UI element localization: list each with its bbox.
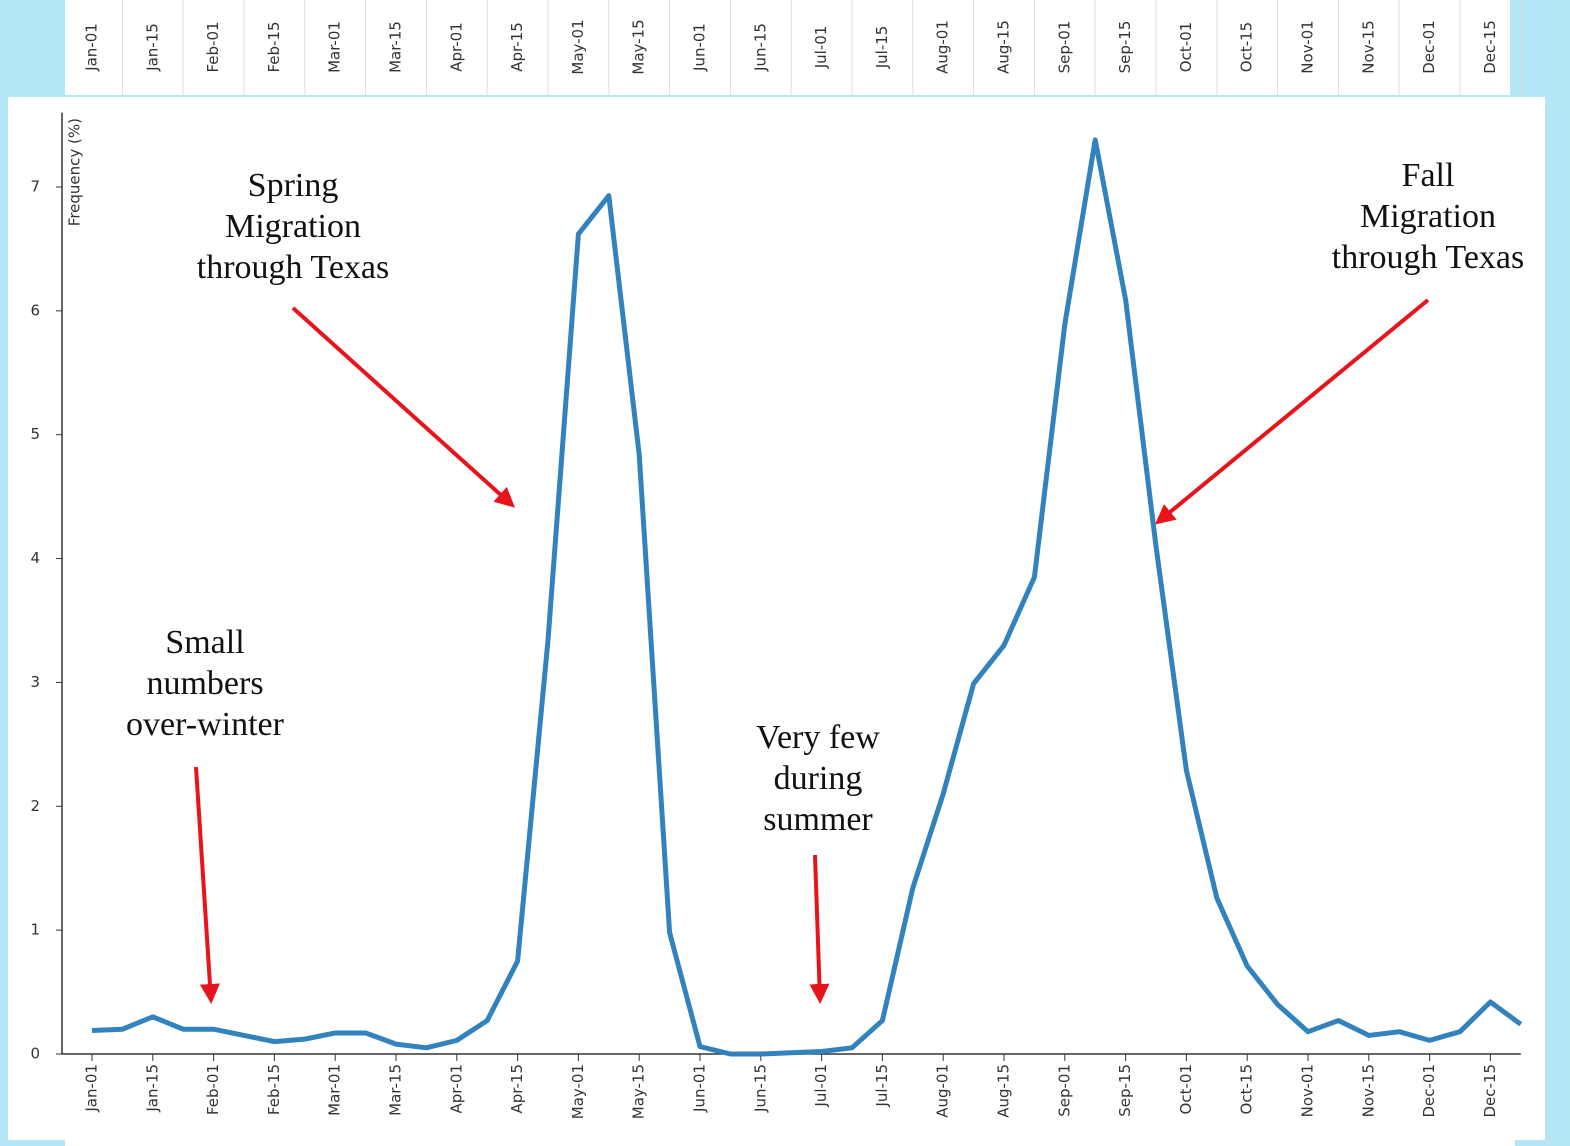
x-tick-label: Aug-15	[995, 1064, 1013, 1118]
y-tick-label: 1	[30, 921, 40, 939]
annotation: during	[774, 760, 863, 797]
bottom-strip	[65, 1100, 1515, 1146]
arrow	[809, 854, 830, 1004]
top-label: Feb-01	[204, 21, 222, 72]
top-label: Jan-15	[143, 23, 161, 72]
y-tick-label: 3	[30, 673, 40, 691]
line	[91, 137, 1523, 1057]
top-label: Feb-15	[265, 21, 283, 72]
top-label: Apr-15	[508, 22, 526, 72]
x-tick-label: May-01	[569, 1064, 587, 1119]
top-label: Jul-01	[812, 26, 830, 70]
x-tick-label: Jun-01	[691, 1064, 709, 1113]
top-label: Sep-15	[1116, 21, 1134, 74]
top-label: Apr-01	[447, 22, 465, 72]
arrow	[194, 766, 220, 1004]
x-tick-label: Apr-01	[447, 1064, 465, 1114]
annotation: Spring	[248, 167, 339, 204]
top-label: Mar-15	[387, 21, 405, 73]
x-tick-label: Oct-01	[1177, 1064, 1195, 1114]
x-tick-label: Nov-01	[1299, 1064, 1317, 1117]
x-tick-label: Mar-01	[326, 1064, 344, 1116]
x-tick-label: Jul-15	[873, 1064, 891, 1108]
top-label: Aug-15	[995, 20, 1013, 74]
y-tick-label: 7	[30, 177, 40, 195]
x-tick-label: Jan-15	[143, 1064, 161, 1113]
plot-panel	[8, 97, 1545, 1140]
top-strip	[65, 0, 1510, 95]
x-tick-label: Sep-15	[1116, 1064, 1134, 1117]
x-tick-label: Jul-01	[812, 1064, 830, 1108]
y-tick-label: 5	[30, 425, 40, 443]
y-tick-label: 4	[30, 549, 40, 567]
top-label: May-15	[630, 19, 648, 74]
arrow	[1154, 298, 1430, 525]
x-tick-label: Apr-15	[508, 1064, 526, 1114]
annotation: over-winter	[126, 706, 285, 743]
top-label: Jul-15	[873, 26, 891, 70]
top-label: Jun-01	[691, 23, 709, 72]
top-label: May-01	[569, 19, 587, 74]
top-label: Oct-01	[1177, 22, 1195, 72]
x-tick-label: Oct-15	[1238, 1064, 1256, 1114]
annotation: numbers	[146, 665, 263, 702]
annotation: Migration	[225, 208, 361, 245]
top-label: Sep-01	[1055, 21, 1073, 74]
annotation: Fall	[1402, 157, 1455, 194]
arrow	[291, 306, 515, 508]
x-tick-label: Feb-15	[265, 1064, 283, 1115]
annotation: Small	[165, 624, 244, 661]
top-label: Nov-01	[1299, 20, 1317, 73]
top-label: Oct-15	[1238, 22, 1256, 72]
top-label: Nov-15	[1359, 20, 1377, 73]
x-tick-label: Nov-15	[1359, 1064, 1377, 1117]
annotation: Migration	[1360, 198, 1496, 235]
x-tick-label: Jun-15	[751, 1064, 769, 1113]
x-tick-label: Sep-01	[1055, 1064, 1073, 1117]
annotation: through Texas	[197, 249, 389, 286]
annotation: Very few	[756, 719, 880, 756]
y-tick-label: 0	[30, 1045, 40, 1063]
annotation: through Texas	[1332, 239, 1524, 276]
x-tick-label: Aug-01	[934, 1064, 952, 1118]
y-axis-title: Frequency (%)	[66, 118, 84, 226]
x-tick-label: Jan-01	[83, 1064, 101, 1113]
y-tick-label: 2	[30, 797, 40, 815]
x-tick-label: Mar-15	[387, 1064, 405, 1116]
top-label: Jun-15	[751, 23, 769, 72]
x-tick-label: May-15	[630, 1064, 648, 1119]
x-tick-label: Dec-15	[1481, 1064, 1499, 1118]
y-tick-label: 6	[30, 301, 40, 319]
top-label: Jan-01	[83, 23, 101, 72]
annotation: summer	[763, 801, 873, 838]
x-tick-label: Dec-01	[1420, 1064, 1438, 1118]
top-label: Dec-01	[1420, 20, 1438, 74]
x-tick-label: Feb-01	[204, 1064, 222, 1115]
top-label: Dec-15	[1481, 20, 1499, 74]
top-label: Mar-01	[326, 21, 344, 73]
top-label: Aug-01	[934, 20, 952, 74]
